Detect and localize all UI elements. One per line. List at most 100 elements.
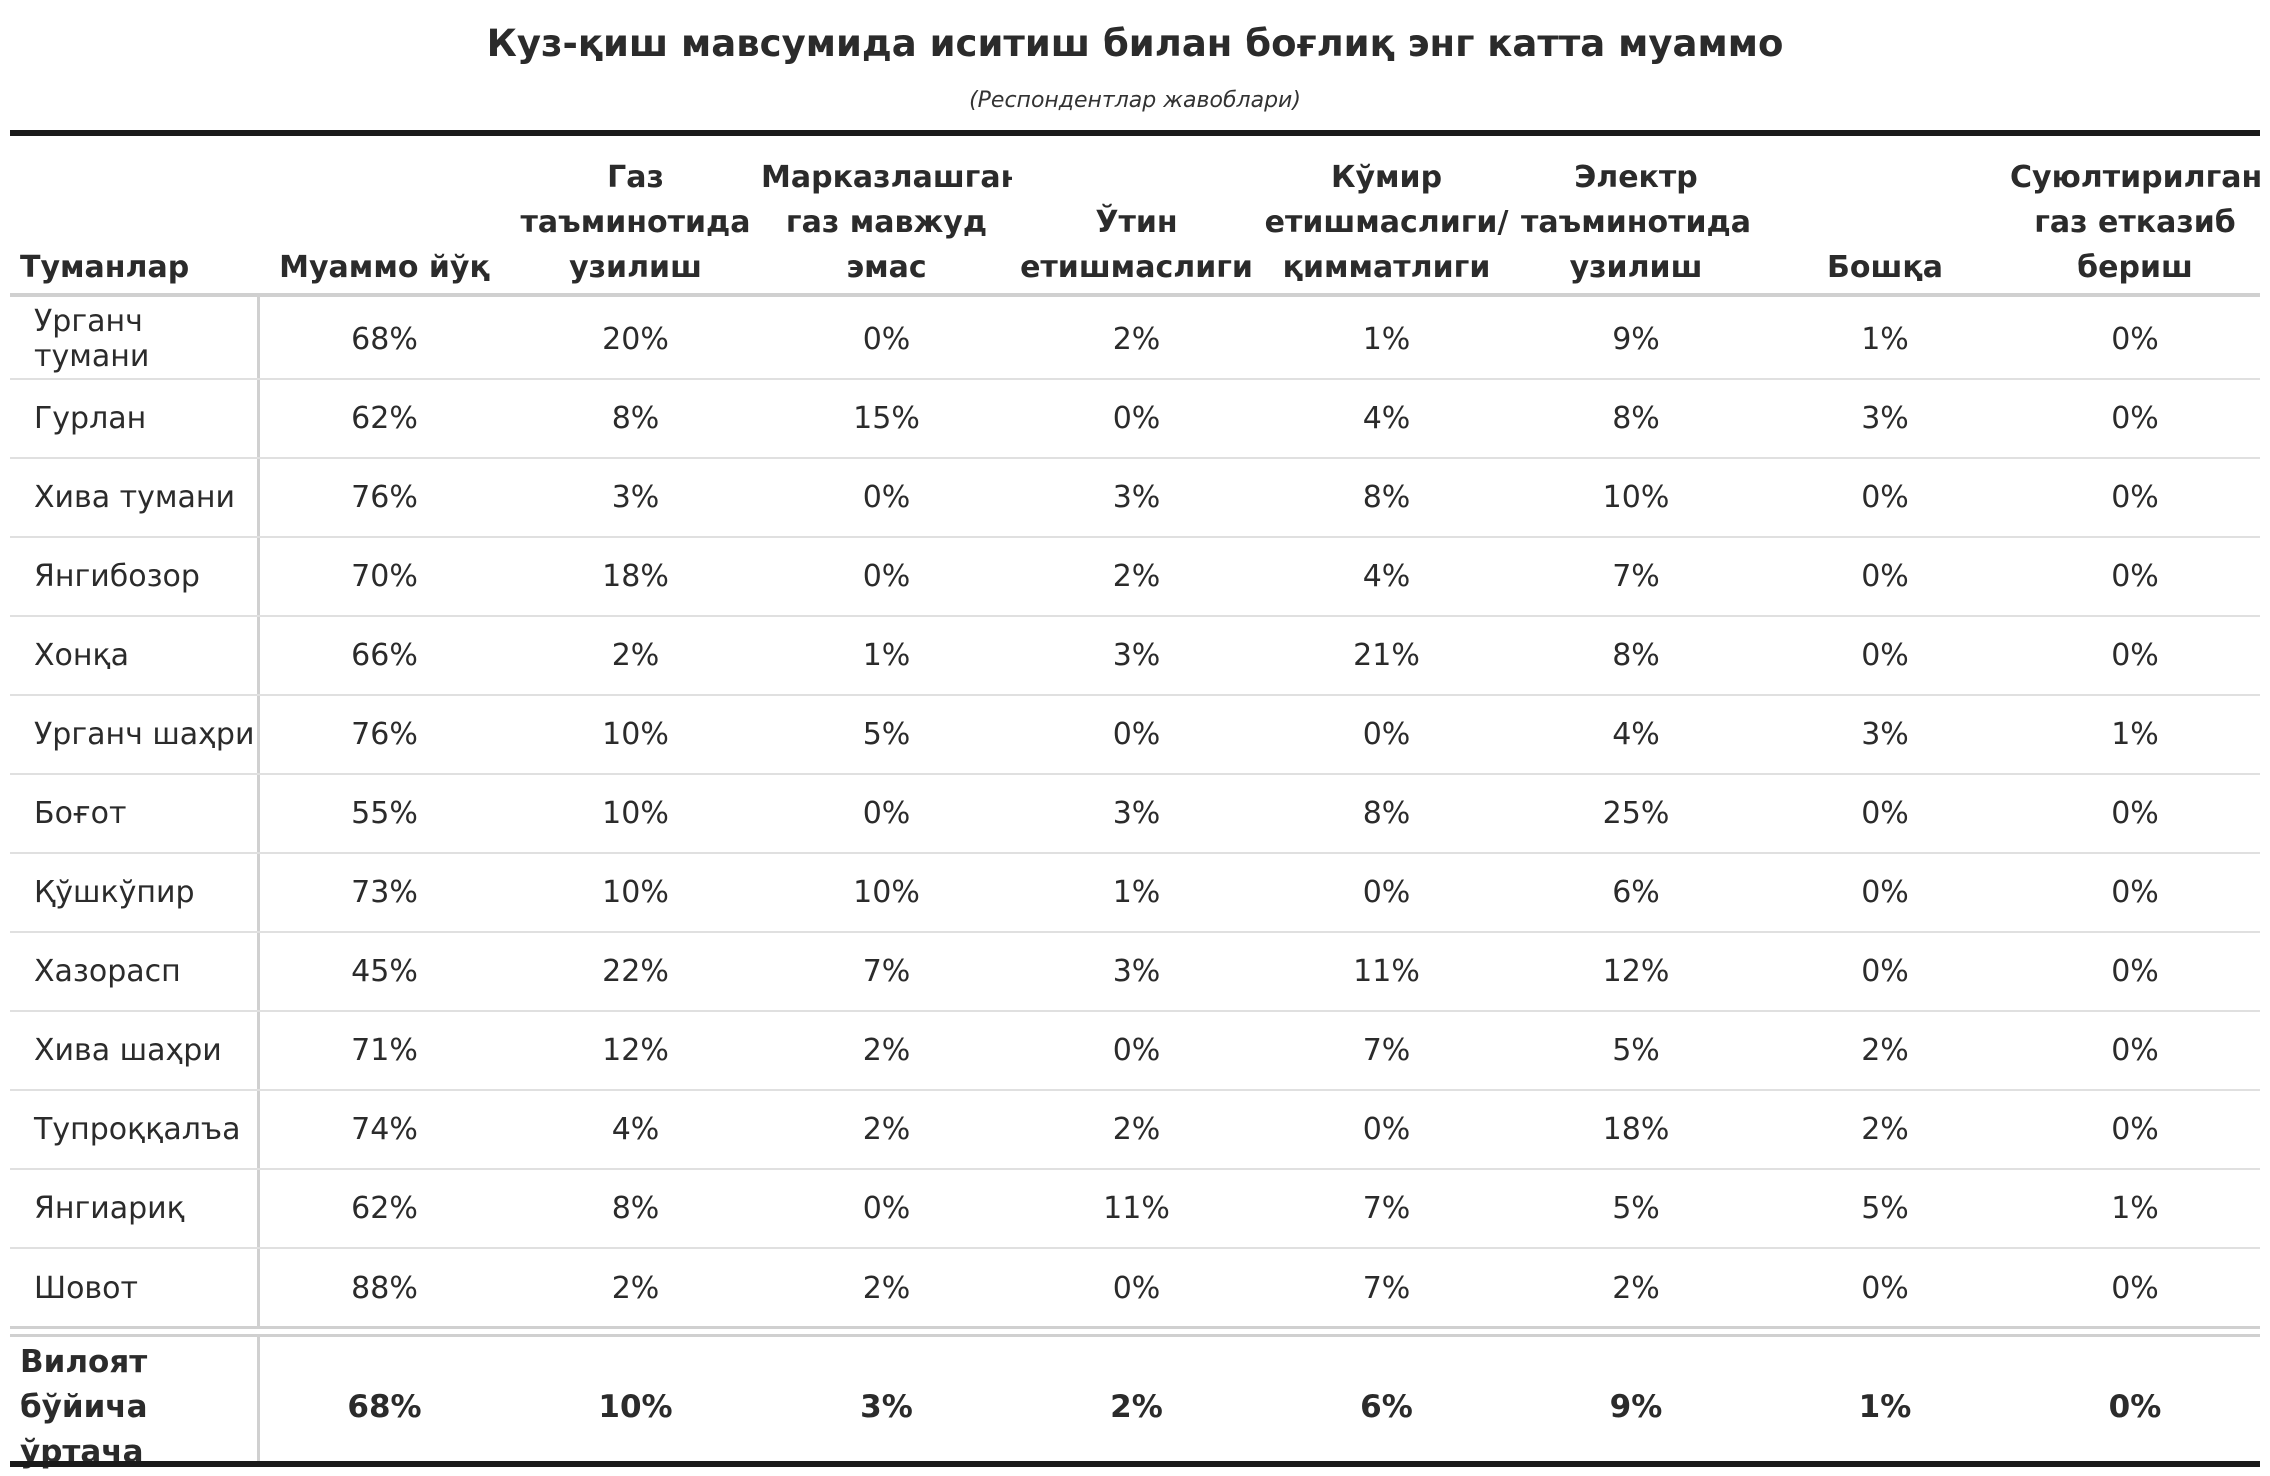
table-cell: 2%: [510, 616, 761, 696]
table-cell: 73%: [259, 853, 510, 933]
table-cell: 18%: [510, 537, 761, 617]
summary-rule-top: [10, 1326, 2260, 1329]
table-cell: 4%: [1261, 537, 1512, 617]
table-cell: 0%: [2010, 379, 2260, 459]
table-cell: 7%: [1261, 1011, 1512, 1091]
table-cell: 1%: [2010, 1169, 2260, 1249]
district-name: Хазорасп: [10, 932, 259, 1012]
table-cell: 0%: [1261, 1090, 1512, 1170]
table-cell: 20%: [510, 300, 761, 380]
table-cell: 8%: [1512, 616, 1760, 696]
table-cell: 10%: [510, 853, 761, 933]
table-cell: 0%: [2010, 932, 2260, 1012]
table-cell: 25%: [1512, 774, 1760, 854]
table-row: Хива тумани 76% 3% 0% 3% 8% 10% 0% 0%: [10, 458, 2260, 538]
bottom-rule: [10, 1461, 2260, 1467]
column-header-line: Газ: [607, 160, 664, 195]
table-cell: 3%: [1012, 616, 1261, 696]
column-header-line: Муаммо йўқ: [279, 250, 490, 285]
table-cell: 0%: [1261, 695, 1512, 775]
summary-cell: 9%: [1609, 1389, 1663, 1425]
table-row: Қўшкўпир 73% 10% 10% 1% 0% 6% 0% 0%: [10, 853, 2260, 933]
table-cell: 1%: [761, 616, 1012, 696]
table-cell: 0%: [1760, 537, 2010, 617]
table-cell: 0%: [2010, 853, 2260, 933]
table-cell: 9%: [1512, 300, 1760, 380]
top-rule: [10, 130, 2260, 136]
table-cell: 0%: [2010, 458, 2260, 538]
page-subtitle: (Респондентлар жавоблари): [969, 88, 1301, 113]
column-header: Электр таъминотида узилиш: [1512, 140, 1760, 290]
column-header-line: бериш: [2077, 250, 2193, 285]
column-header: Ўтин етишмаслиги: [1012, 140, 1261, 290]
table-cell: 10%: [510, 695, 761, 775]
table-cell: 0%: [1012, 379, 1261, 459]
column-header-line: етишмаслиги: [1020, 250, 1253, 285]
table-cell: 62%: [259, 1169, 510, 1249]
column-header-line: Марказлашган: [761, 160, 1012, 195]
table-cell: 1%: [1261, 300, 1512, 380]
summary-label-line: бўйича ўртача: [20, 1389, 148, 1470]
header-row: Туманлар Муаммо йўқ Газ таъминотида узилиш Ма…: [10, 140, 2260, 290]
district-name: Урганч шаҳри: [10, 695, 259, 775]
table-cell: 4%: [1512, 695, 1760, 775]
column-header-line: газ мавжуд: [785, 205, 988, 240]
table-cell: 88%: [351, 1270, 418, 1306]
table-cell: 12%: [1512, 932, 1760, 1012]
table-cell: 0%: [2010, 774, 2260, 854]
summary-cell: 10%: [598, 1389, 673, 1425]
table-cell: 8%: [1512, 379, 1760, 459]
table-cell: 2%: [1760, 1090, 2010, 1170]
header-rule: [10, 293, 2260, 297]
table-cell: 0%: [761, 300, 1012, 380]
table-cell: 5%: [1512, 1169, 1760, 1249]
table-cell: 0%: [2010, 537, 2260, 617]
district-name: Шовот: [34, 1270, 138, 1306]
column-header-line: Суюлтирилган: [2010, 160, 2260, 195]
district-name: Янгибозор: [10, 537, 259, 617]
table-cell: 76%: [259, 458, 510, 538]
table-cell: 8%: [510, 1169, 761, 1249]
table-cell: 0%: [761, 458, 1012, 538]
table-cell: 7%: [1362, 1270, 1411, 1306]
table-cell: 55%: [259, 774, 510, 854]
column-header: Бошқа: [1760, 140, 2010, 290]
table-cell: 7%: [1261, 1169, 1512, 1249]
table-cell: 11%: [1261, 932, 1512, 1012]
table-cell: 0%: [1012, 1011, 1261, 1091]
table-cell: 0%: [1261, 853, 1512, 933]
column-header-line: газ етказиб: [2034, 205, 2236, 240]
table-cell: 5%: [1512, 1011, 1760, 1091]
column-header-line: Бошқа: [1827, 250, 1943, 285]
table-cell: 0%: [761, 774, 1012, 854]
table-cell: 7%: [761, 932, 1012, 1012]
table-cell: 0%: [1861, 1270, 1909, 1306]
column-separator-summary: [257, 1337, 260, 1461]
table-cell: 74%: [259, 1090, 510, 1170]
table-row: Хонқа 66% 2% 1% 3% 21% 8% 0% 0%: [10, 616, 2260, 696]
table-cell: 0%: [2010, 300, 2260, 380]
table-row: Гурлан 62% 8% 15% 0% 4% 8% 3% 0%: [10, 379, 2260, 459]
table-cell: 5%: [761, 695, 1012, 775]
summary-label-line: Вилоят: [20, 1344, 148, 1380]
summary-label: Вилоят бўйича ўртача: [10, 1340, 259, 1475]
table-cell: 0%: [1760, 932, 2010, 1012]
table-cell: 66%: [259, 616, 510, 696]
table-cell: 11%: [1012, 1169, 1261, 1249]
table-cell: 0%: [1760, 616, 2010, 696]
table-cell: 22%: [510, 932, 761, 1012]
table-cell: 68%: [259, 300, 510, 380]
column-header: Туманлар: [10, 140, 259, 290]
table-cell: 0%: [761, 1169, 1012, 1249]
column-header-line: таъминотида: [1521, 205, 1751, 240]
table-cell: 12%: [510, 1011, 761, 1091]
table-cell: 10%: [510, 774, 761, 854]
district-name: Хива тумани: [10, 458, 259, 538]
table-cell: 8%: [510, 379, 761, 459]
table-cell: 8%: [1261, 774, 1512, 854]
table-cell: 1%: [2010, 695, 2260, 775]
column-header: Марказлашган газ мавжуд эмас: [761, 140, 1012, 290]
summary-cell: 2%: [1110, 1389, 1163, 1425]
table-cell: 71%: [259, 1011, 510, 1091]
data-table: Урганч тумани 68% 20% 0% 2% 1% 9% 1% 0% Гурлан 62%…: [10, 300, 2260, 1327]
